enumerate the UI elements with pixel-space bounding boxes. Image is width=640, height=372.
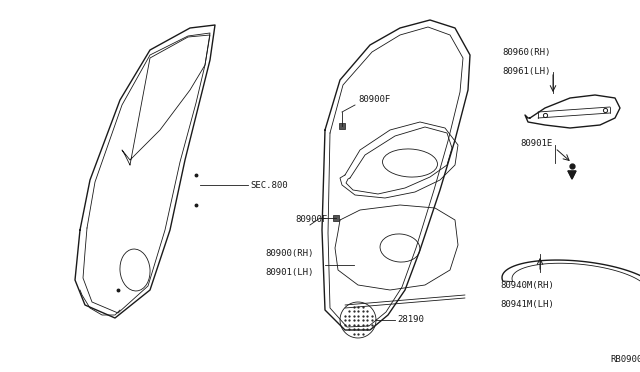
Text: 80961(LH): 80961(LH)	[502, 67, 550, 76]
Text: RB09002B: RB09002B	[610, 356, 640, 365]
Text: 80940M(RH): 80940M(RH)	[500, 281, 554, 290]
Text: 80901E: 80901E	[520, 138, 552, 148]
Text: SEC.800: SEC.800	[250, 180, 287, 189]
Text: 28190: 28190	[397, 315, 424, 324]
Text: 80900(RH): 80900(RH)	[265, 249, 314, 258]
Text: 80900F: 80900F	[358, 96, 390, 105]
Text: 80900F: 80900F	[295, 215, 327, 224]
Text: 80960(RH): 80960(RH)	[502, 48, 550, 57]
Text: 80941M(LH): 80941M(LH)	[500, 300, 554, 309]
Text: 80901(LH): 80901(LH)	[265, 268, 314, 277]
Polygon shape	[568, 171, 576, 179]
